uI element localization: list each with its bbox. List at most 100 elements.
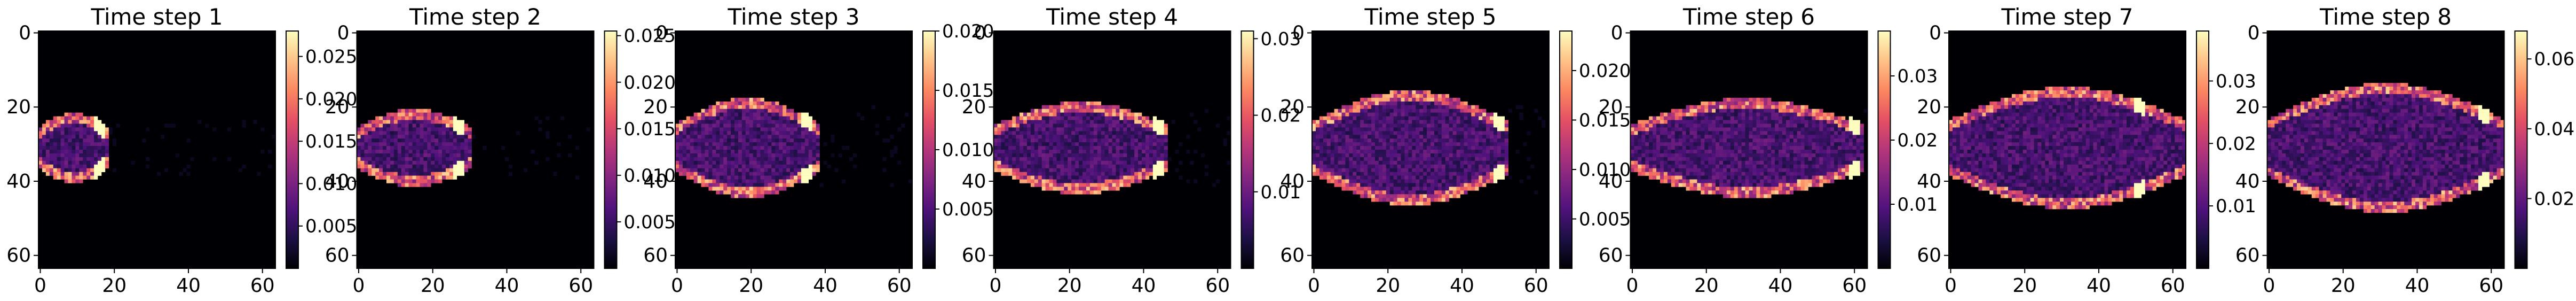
- heatmap-cell: [749, 172, 753, 176]
- heatmap-cell: [1686, 142, 1690, 146]
- heatmap-cell: [1049, 105, 1053, 109]
- heatmap-cell: [1752, 109, 1757, 113]
- heatmap-cell: [1416, 120, 1420, 124]
- heatmap-cell: [1097, 109, 1101, 113]
- heatmap-cell: [49, 168, 54, 172]
- heatmap-cell: [1326, 135, 1331, 139]
- heatmap-cell: [1393, 157, 1397, 161]
- heatmap-cell: [390, 138, 394, 143]
- heatmap-cell: [1749, 97, 1753, 102]
- heatmap-cell: [786, 168, 791, 172]
- heatmap-cell: [375, 160, 380, 165]
- heatmap-cell: [364, 157, 368, 161]
- heatmap-cell: [783, 109, 787, 113]
- heatmap-cell: [1360, 146, 1364, 150]
- heatmap-cell: [731, 105, 735, 109]
- heatmap-cell: [1049, 157, 1053, 161]
- heatmap-cell: [405, 120, 409, 124]
- heatmap-cell: [86, 131, 91, 135]
- heatmap-cell: [416, 146, 420, 150]
- heatmap-cell: [446, 135, 450, 139]
- heatmap-cell: [1012, 160, 1016, 165]
- heatmap-cell: [1653, 120, 1657, 124]
- heatmap-cell: [771, 138, 776, 143]
- heatmap-cell: [1071, 101, 1076, 106]
- heatmap-cell: [393, 135, 398, 139]
- heatmap-cell: [1082, 124, 1087, 128]
- heatmap-cell: [423, 160, 428, 165]
- heatmap-cell: [53, 116, 57, 120]
- heatmap-cell: [1345, 187, 1349, 191]
- heatmap-cell: [1112, 160, 1116, 165]
- heatmap-cell: [1634, 138, 1638, 143]
- heatmap-cell: [1823, 112, 1827, 117]
- heatmap-cell: [1697, 135, 1701, 139]
- panel-title: Time step 5: [1364, 4, 1496, 30]
- heatmap-cell: [797, 135, 802, 139]
- heatmap-cell: [1641, 124, 1646, 128]
- heatmap-cell: [1848, 146, 1853, 150]
- heatmap-cell: [1682, 135, 1686, 139]
- heatmap-cell: [1097, 172, 1101, 176]
- heatmap-cell: [1486, 153, 1490, 158]
- heatmap-cell: [420, 146, 424, 150]
- y-tick-label: 20: [325, 96, 350, 118]
- y-tick-label: 60: [6, 245, 31, 267]
- heatmap-cell: [1086, 153, 1091, 158]
- heatmap-cell: [1734, 112, 1738, 117]
- heatmap-cell: [1089, 109, 1094, 113]
- heatmap-cell: [1089, 179, 1094, 183]
- heatmap-cell: [75, 138, 80, 143]
- heatmap-cell: [1708, 109, 1712, 113]
- heatmap-cell: [1156, 153, 1160, 158]
- heatmap-cell: [1660, 127, 1664, 132]
- heatmap-cell: [1034, 146, 1039, 150]
- heatmap-cell: [1089, 105, 1094, 109]
- heatmap-cell: [1767, 109, 1772, 113]
- heatmap-cell: [1471, 135, 1475, 139]
- heatmap-cell: [1119, 160, 1124, 165]
- heatmap-cell: [464, 168, 468, 172]
- heatmap-cell: [1356, 116, 1361, 120]
- heatmap-cell: [101, 146, 106, 150]
- heatmap-cell: [68, 179, 72, 183]
- heatmap-cell: [1815, 120, 1820, 124]
- heatmap-cell: [408, 160, 413, 165]
- heatmap-cell: [1389, 124, 1394, 128]
- heatmap-cell: [1712, 131, 1716, 135]
- heatmap-cell: [1374, 187, 1379, 191]
- heatmap-cell: [1071, 179, 1076, 183]
- heatmap-cell: [1449, 127, 1453, 132]
- heatmap-cell: [1449, 194, 1453, 198]
- heatmap-cell: [1026, 120, 1031, 124]
- heatmap-cell: [760, 150, 764, 154]
- heatmap-cell: [1034, 153, 1039, 158]
- heatmap-cell: [438, 138, 442, 143]
- heatmap-cell: [1427, 179, 1431, 183]
- heatmap-cell: [1441, 116, 1446, 120]
- heatmap-cell: [1345, 157, 1349, 161]
- heatmap-cell: [1060, 183, 1064, 187]
- heatmap-cell: [723, 164, 728, 168]
- heatmap-cell: [1378, 120, 1383, 124]
- heatmap-cell: [1393, 194, 1397, 198]
- heatmap-cell: [1116, 135, 1120, 139]
- heatmap-cell: [1449, 124, 1453, 128]
- heatmap-cell: [1330, 175, 1334, 180]
- heatmap-cell: [745, 164, 750, 168]
- heatmap-cell: [94, 160, 98, 165]
- heatmap-cell: [1756, 101, 1760, 106]
- heatmap-cell: [678, 172, 683, 176]
- heatmap-cell: [741, 168, 746, 172]
- heatmap-cell: [1779, 146, 1783, 150]
- heatmap-cell: [741, 112, 746, 117]
- heatmap-cell: [383, 160, 387, 165]
- heatmap-cell: [1823, 146, 1827, 150]
- heatmap-cell: [1730, 127, 1735, 132]
- heatmap-cell: [1145, 116, 1150, 120]
- heatmap-cell: [1127, 183, 1131, 187]
- heatmap-cell: [68, 135, 72, 139]
- heatmap-cell: [1434, 179, 1439, 183]
- heatmap-cell: [101, 157, 106, 161]
- heatmap-cell: [682, 172, 687, 176]
